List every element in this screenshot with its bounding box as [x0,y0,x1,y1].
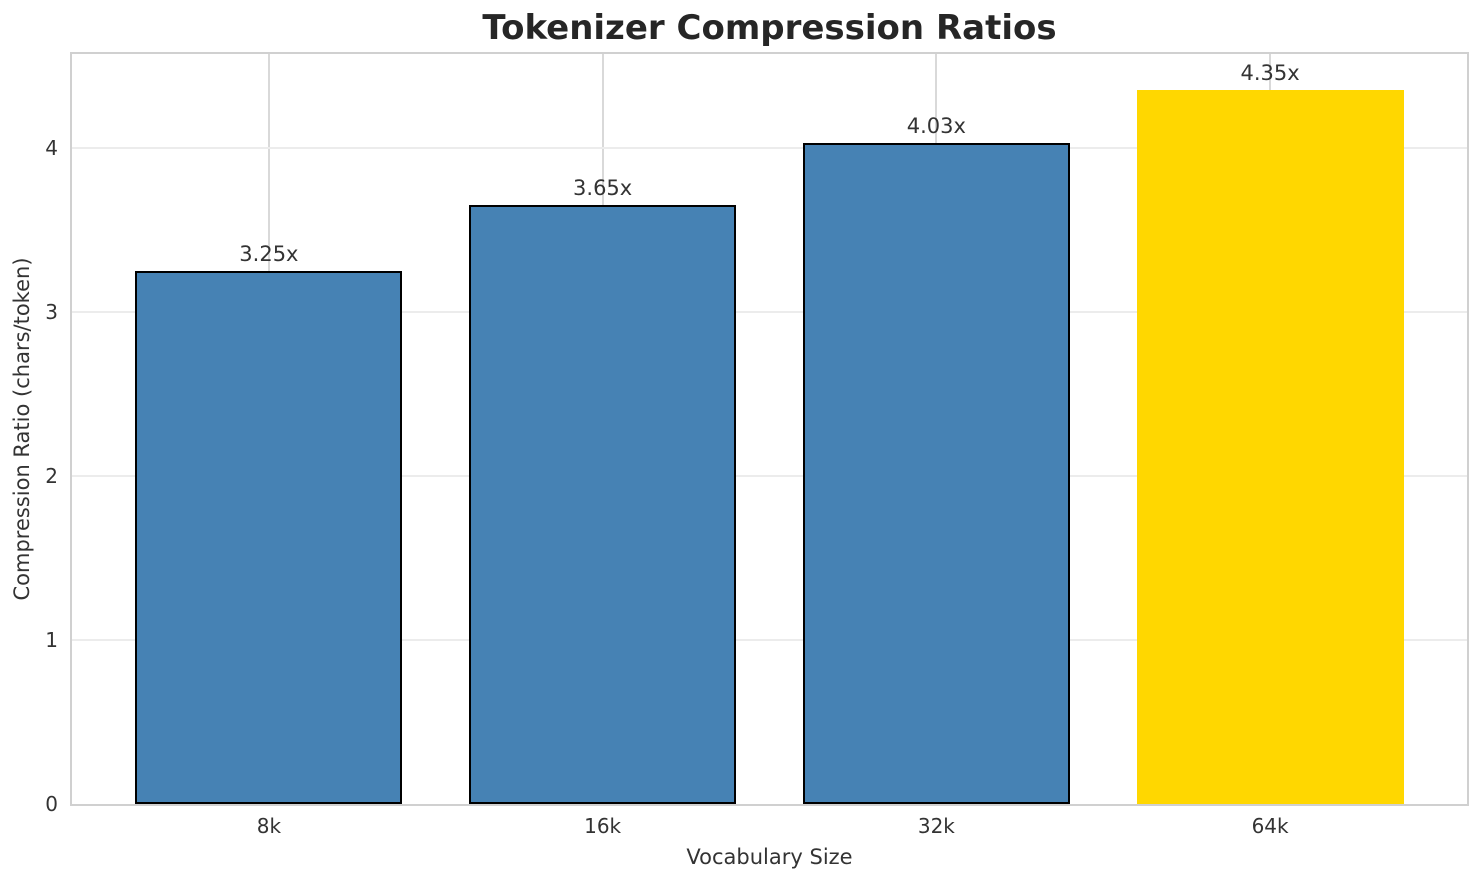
x-axis-label: Vocabulary Size [686,845,853,869]
bar-64k [1136,90,1404,804]
x-tick-label: 8k [256,814,282,838]
bar-value-label: 4.03x [906,113,966,138]
x-tick-label: 16k [584,814,622,838]
bar-value-label: 4.35x [1240,61,1300,86]
y-tick-label: 2 [45,463,58,488]
chart-title: Tokenizer Compression Ratios [482,8,1057,48]
y-tick-label: 0 [45,792,58,816]
y-tick-label: 1 [45,627,58,652]
horizontal-gridline [72,310,1467,313]
bar-16k [469,204,737,804]
horizontal-gridline [72,638,1467,641]
plot-area: 3.25x 3.65x 4.03x 4.35x [70,52,1469,806]
x-tick-label: 32k [917,814,955,838]
bar-value-label: 3.25x [239,241,299,266]
y-tick-label: 4 [45,135,58,160]
horizontal-gridline [72,474,1467,477]
x-tick-label: 64k [1251,814,1289,838]
bar-32k [802,142,1070,804]
bar-8k [135,270,403,804]
horizontal-gridline [72,146,1467,149]
y-tick-label: 3 [45,299,58,324]
bar-value-label: 3.65x [573,175,633,200]
